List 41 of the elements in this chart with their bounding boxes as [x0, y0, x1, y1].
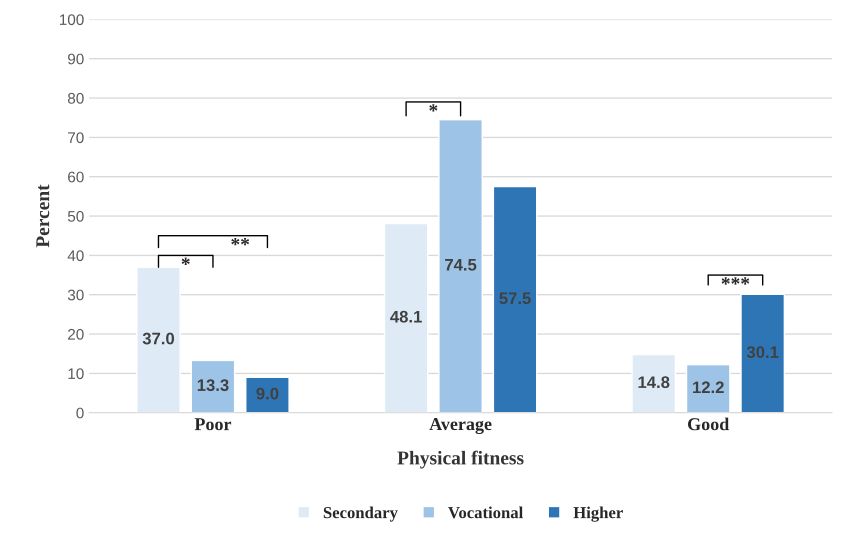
legend-label: Vocational	[448, 506, 523, 518]
data-label: 48.1	[390, 310, 422, 323]
x-tick-label: Average	[429, 418, 492, 434]
bar	[492, 186, 538, 413]
x-tick-label: Poor	[194, 418, 232, 430]
y-tick-label: 20	[68, 328, 84, 340]
data-label: 74.5	[445, 259, 476, 271]
y-tick-label: 10	[68, 368, 84, 380]
bar	[686, 364, 731, 413]
annotation: *	[182, 258, 190, 265]
y-tick-label: 30	[68, 290, 84, 300]
bar	[136, 266, 181, 413]
data-label: 9.0	[256, 388, 278, 400]
y-tick-label: 90	[68, 54, 84, 64]
y-tick-label: 70	[68, 132, 84, 144]
y-tick-label: 50	[68, 210, 84, 222]
legend-label: Secondary	[324, 506, 398, 522]
bar	[190, 360, 236, 413]
bar	[384, 222, 428, 413]
data-label: 57.5	[499, 292, 531, 304]
bar	[438, 118, 483, 413]
data-label: 37.0	[142, 332, 174, 344]
bar	[631, 354, 676, 413]
legend-label: Higher	[574, 506, 623, 522]
y-tick-label: 60	[68, 172, 84, 182]
bar	[740, 294, 786, 413]
x-tick-label: Good	[688, 418, 730, 430]
x-axis-title: Physical fitness	[397, 450, 524, 469]
annotation: ***	[722, 277, 750, 285]
data-label: 30.1	[746, 346, 778, 358]
data-label: 12.2	[693, 381, 724, 394]
data-label: 13.3	[198, 379, 229, 392]
bar	[245, 376, 290, 413]
annotation: *	[429, 104, 438, 112]
data-label: 14.8	[638, 376, 670, 388]
y-tick-label: 0	[76, 408, 84, 418]
y-tick-label: 80	[68, 92, 84, 104]
y-tick-label: 100	[60, 14, 84, 26]
y-tick-label: 40	[68, 250, 84, 262]
annotation: **	[231, 238, 250, 246]
y-axis-title: Percent	[36, 184, 50, 248]
